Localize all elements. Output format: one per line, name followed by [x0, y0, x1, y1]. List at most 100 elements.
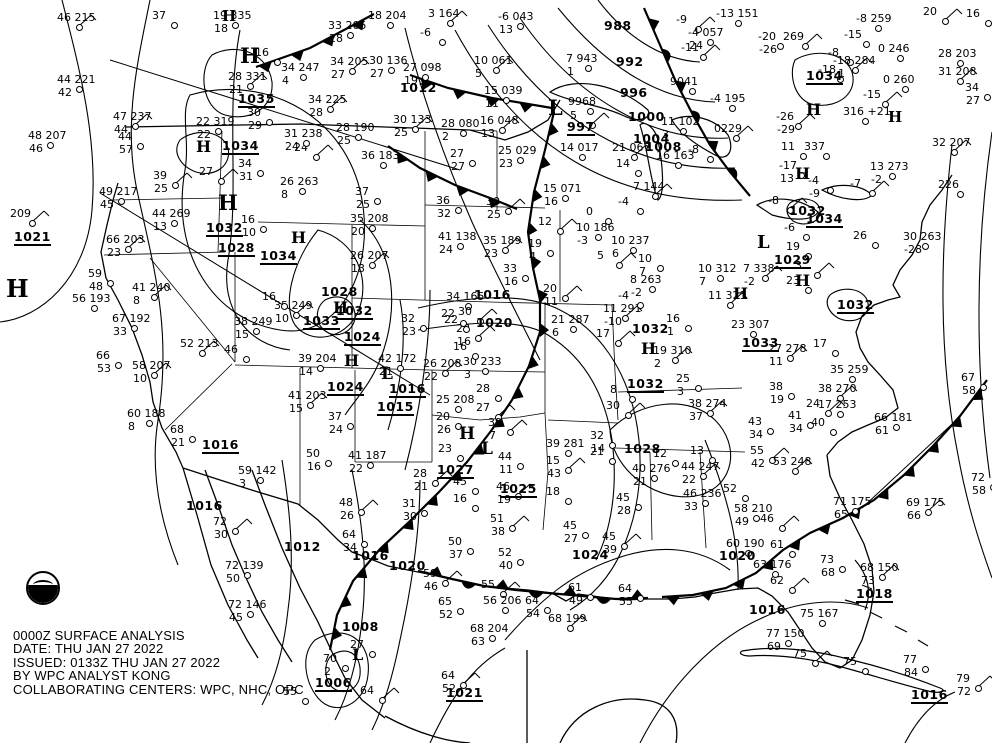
station-main-value: 64 [618, 582, 632, 595]
station-plot: 44 57 [118, 131, 144, 155]
station-secondary-value: 34 [343, 541, 357, 554]
station-plot: 47 237 44 [113, 110, 152, 135]
station-circle-icon [469, 160, 476, 167]
isobar-value-label: 1032 [206, 220, 243, 237]
isobar-value-label: 1016 [202, 437, 239, 454]
station-circle-icon [695, 26, 702, 33]
station-secondary-value: 73 [861, 574, 875, 587]
station-circle-icon [171, 22, 178, 29]
isobar-value-label: 1012 [284, 539, 321, 554]
station-plot: 46 236 33 [683, 487, 722, 512]
station-secondary-value: 11 [544, 295, 558, 308]
station-circle-icon [582, 532, 589, 539]
high-pressure-center: H [333, 298, 349, 317]
station-secondary-value: 33 [113, 325, 127, 338]
station-circle-icon [925, 509, 932, 516]
cold-front-triangle-symbol [321, 35, 335, 47]
noaa-logo-icon [26, 571, 60, 605]
station-main-value: 75 [793, 647, 807, 660]
station-secondary-value: 37 [449, 548, 463, 561]
station-plot: 68 204 63 [470, 623, 509, 647]
station-secondary-value: 21 [633, 475, 647, 488]
warm-front-semicircle-symbol [595, 596, 612, 604]
station-main-value: 19 [786, 240, 800, 253]
station-secondary-value: 16 [457, 335, 471, 348]
station-main-value: 44 269 [152, 207, 191, 220]
station-secondary-value: 44 [114, 123, 128, 136]
station-main-value: 3 [795, 259, 802, 272]
station-main-value: 18 204 [368, 9, 407, 22]
station-circle-icon [412, 126, 419, 133]
low-pressure-center: L [757, 232, 770, 253]
cold-front-triangle-symbol [290, 50, 304, 61]
station-plot: 59 48 [88, 268, 114, 292]
station-plot: 66 181 61 [874, 412, 913, 436]
station-main-value: 11 321 [708, 289, 747, 302]
station-plot: -18 [818, 64, 844, 83]
station-circle-icon [281, 303, 288, 310]
station-secondary-value: 65 [834, 508, 848, 521]
station-plot: 48 26 [339, 497, 365, 521]
station-plot: 46 [760, 513, 786, 532]
isobar-value-label: 1020 [389, 558, 426, 573]
station-main-value: 47 237 [113, 110, 152, 123]
island-coastline [844, 584, 929, 647]
station-plot: 21 287 6 [551, 314, 590, 338]
station-plot: 27 [199, 166, 225, 185]
station-circle-icon [832, 350, 839, 357]
station-plot: 19 310 2 [653, 345, 692, 369]
station-main-value: 37 [152, 9, 166, 22]
station-circle-icon [585, 65, 592, 72]
station-plot: 44 247 22 [681, 461, 720, 485]
cold-front-triangle-symbol [817, 523, 831, 535]
station-secondary-value: -10 [604, 315, 622, 328]
isobar-value-label: 1033 [742, 335, 779, 352]
station-main-value: 20 [436, 410, 450, 423]
isobar-value-label: 1034 [222, 138, 259, 155]
station-secondary-value: 23 [484, 247, 498, 260]
station-secondary-value: 25 [337, 134, 351, 147]
station-circle-icon [432, 480, 439, 487]
station-circle-icon [942, 18, 949, 25]
station-secondary-value: 14 [591, 442, 605, 455]
isobar-value-label: 1028 [218, 240, 255, 257]
station-circle-icon [957, 191, 964, 198]
station-circle-icon [635, 170, 642, 177]
station-main-value: 31 208 [938, 65, 977, 78]
station-circle-icon [472, 488, 479, 495]
station-circle-icon [685, 325, 692, 332]
station-main-value: 38 249 [234, 315, 273, 328]
station-secondary-value: -2 [871, 173, 882, 186]
station-circle-icon [457, 243, 464, 250]
station-main-value: 77 150 [766, 627, 805, 640]
station-main-value: 72 139 [225, 559, 264, 572]
station-main-value: 26 263 [280, 175, 319, 188]
station-circle-icon [788, 393, 795, 400]
isobar [316, 296, 356, 336]
high-pressure-center: H [240, 43, 260, 68]
station-circle-icon [247, 83, 254, 90]
station-plot: 68 199 [548, 613, 587, 632]
station-main-value: 39 281 [546, 437, 585, 450]
station-main-value: 0 260 [883, 73, 915, 86]
coastline [182, 467, 259, 659]
station-secondary-value: 8 [133, 294, 140, 307]
station-secondary-value: 31 [239, 170, 253, 183]
station-plot: 13 273 -2 [870, 161, 909, 185]
station-main-value: 9968 [568, 95, 596, 108]
station-circle-icon [689, 88, 696, 95]
title-line: 0000Z SURFACE ANALYSIS [13, 628, 185, 643]
station-main-value: 26 [853, 229, 867, 242]
station-main-value: -7 [850, 177, 861, 190]
station-circle-icon [897, 55, 904, 62]
station-main-value: 66 203 [106, 233, 145, 246]
station-circle-icon [232, 22, 239, 29]
station-main-value: 46 236 [683, 487, 722, 500]
station-plot: 71 175 65 [833, 496, 872, 520]
station-main-value: 75 167 [800, 607, 839, 620]
station-main-value: 42 172 [378, 352, 417, 365]
state-border [547, 419, 619, 424]
station-circle-icon [779, 525, 786, 532]
isobar-value-label: 1021 [14, 229, 51, 246]
